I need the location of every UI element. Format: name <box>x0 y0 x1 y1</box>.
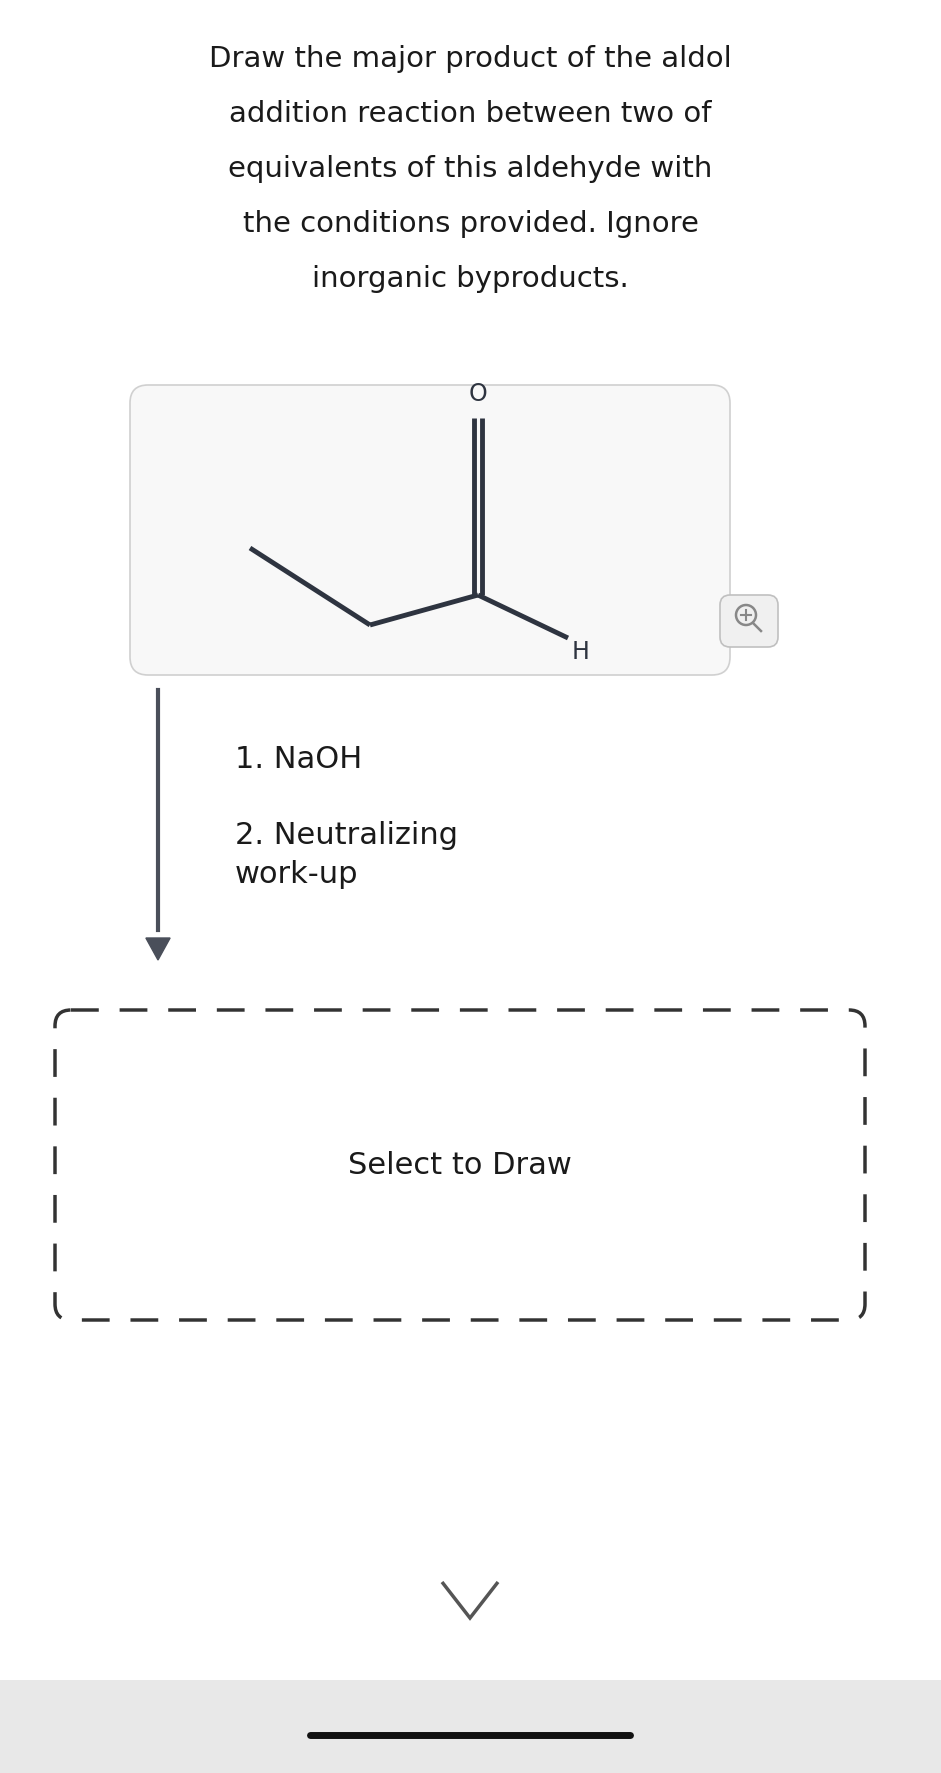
Text: Select to Draw: Select to Draw <box>348 1151 572 1179</box>
Text: H: H <box>572 640 590 665</box>
Text: O: O <box>469 381 487 406</box>
Text: inorganic byproducts.: inorganic byproducts. <box>312 264 629 293</box>
Text: addition reaction between two of: addition reaction between two of <box>230 99 711 128</box>
Text: the conditions provided. Ignore: the conditions provided. Ignore <box>243 209 698 238</box>
FancyBboxPatch shape <box>130 385 730 676</box>
Polygon shape <box>146 938 170 959</box>
FancyBboxPatch shape <box>720 596 778 647</box>
Text: equivalents of this aldehyde with: equivalents of this aldehyde with <box>229 154 712 183</box>
Text: 2. Neutralizing
work-up: 2. Neutralizing work-up <box>235 821 458 888</box>
Text: Draw the major product of the aldol: Draw the major product of the aldol <box>209 44 732 73</box>
Text: 1. NaOH: 1. NaOH <box>235 745 362 775</box>
Bar <box>0 1681 941 1773</box>
FancyBboxPatch shape <box>55 1011 865 1321</box>
